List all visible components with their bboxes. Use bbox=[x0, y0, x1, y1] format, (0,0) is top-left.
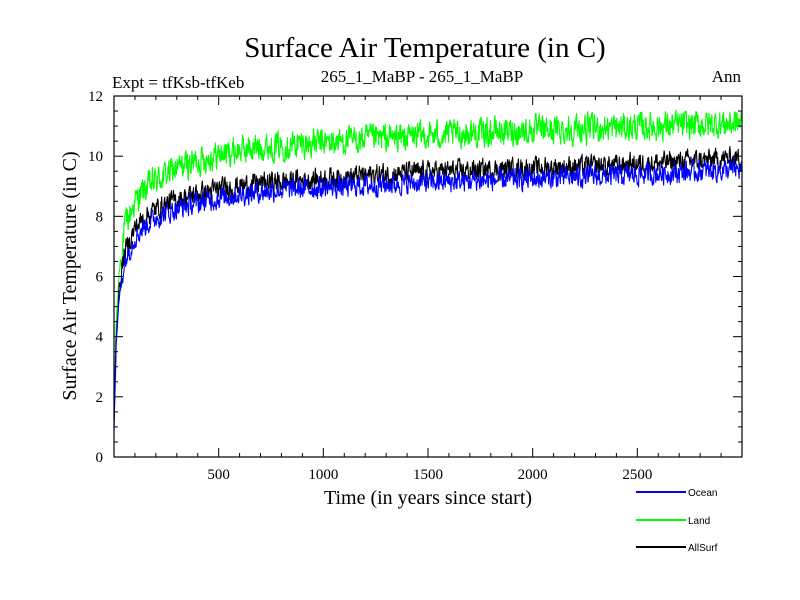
series-line-allsurf bbox=[113, 146, 743, 421]
legend-label-ocean: Ocean bbox=[688, 488, 717, 499]
x-tick-label: 2500 bbox=[622, 467, 652, 483]
x-tick-label: 1000 bbox=[308, 467, 338, 483]
x-tick-label: 2000 bbox=[518, 467, 548, 483]
x-axis-label: Time (in years since start) bbox=[324, 487, 532, 509]
x-tick-label: 500 bbox=[207, 467, 230, 483]
legend: Ocean Land AllSurf bbox=[636, 488, 718, 554]
y-axis-label: Surface Air Temperature (in C) bbox=[59, 151, 81, 400]
y-tick-label: 4 bbox=[96, 330, 104, 346]
series-layer bbox=[113, 109, 743, 432]
plot-frame bbox=[113, 95, 743, 458]
tick-labels-layer: 500 1000 1500 2000 2500 0 2 4 6 8 10 12 bbox=[88, 89, 652, 483]
series-line-land bbox=[113, 109, 743, 402]
ticks-layer bbox=[113, 95, 743, 458]
legend-label-allsurf: AllSurf bbox=[688, 543, 718, 554]
x-tick-label: 1500 bbox=[413, 467, 443, 483]
y-tick-label: 2 bbox=[96, 390, 104, 406]
y-tick-label: 6 bbox=[96, 270, 104, 286]
y-tick-label: 10 bbox=[88, 149, 103, 165]
y-tick-label: 8 bbox=[96, 209, 104, 225]
series-line-ocean bbox=[113, 157, 743, 432]
subtitle-left: Expt = tfKsb-tfKeb bbox=[112, 73, 244, 92]
y-tick-label: 0 bbox=[96, 450, 104, 466]
legend-label-land: Land bbox=[688, 516, 710, 527]
subtitle-right: Ann bbox=[712, 67, 742, 86]
subtitle-center: 265_1_MaBP - 265_1_MaBP bbox=[321, 67, 523, 86]
y-tick-label: 12 bbox=[88, 89, 103, 105]
chart-title: Surface Air Temperature (in C) bbox=[244, 32, 605, 64]
